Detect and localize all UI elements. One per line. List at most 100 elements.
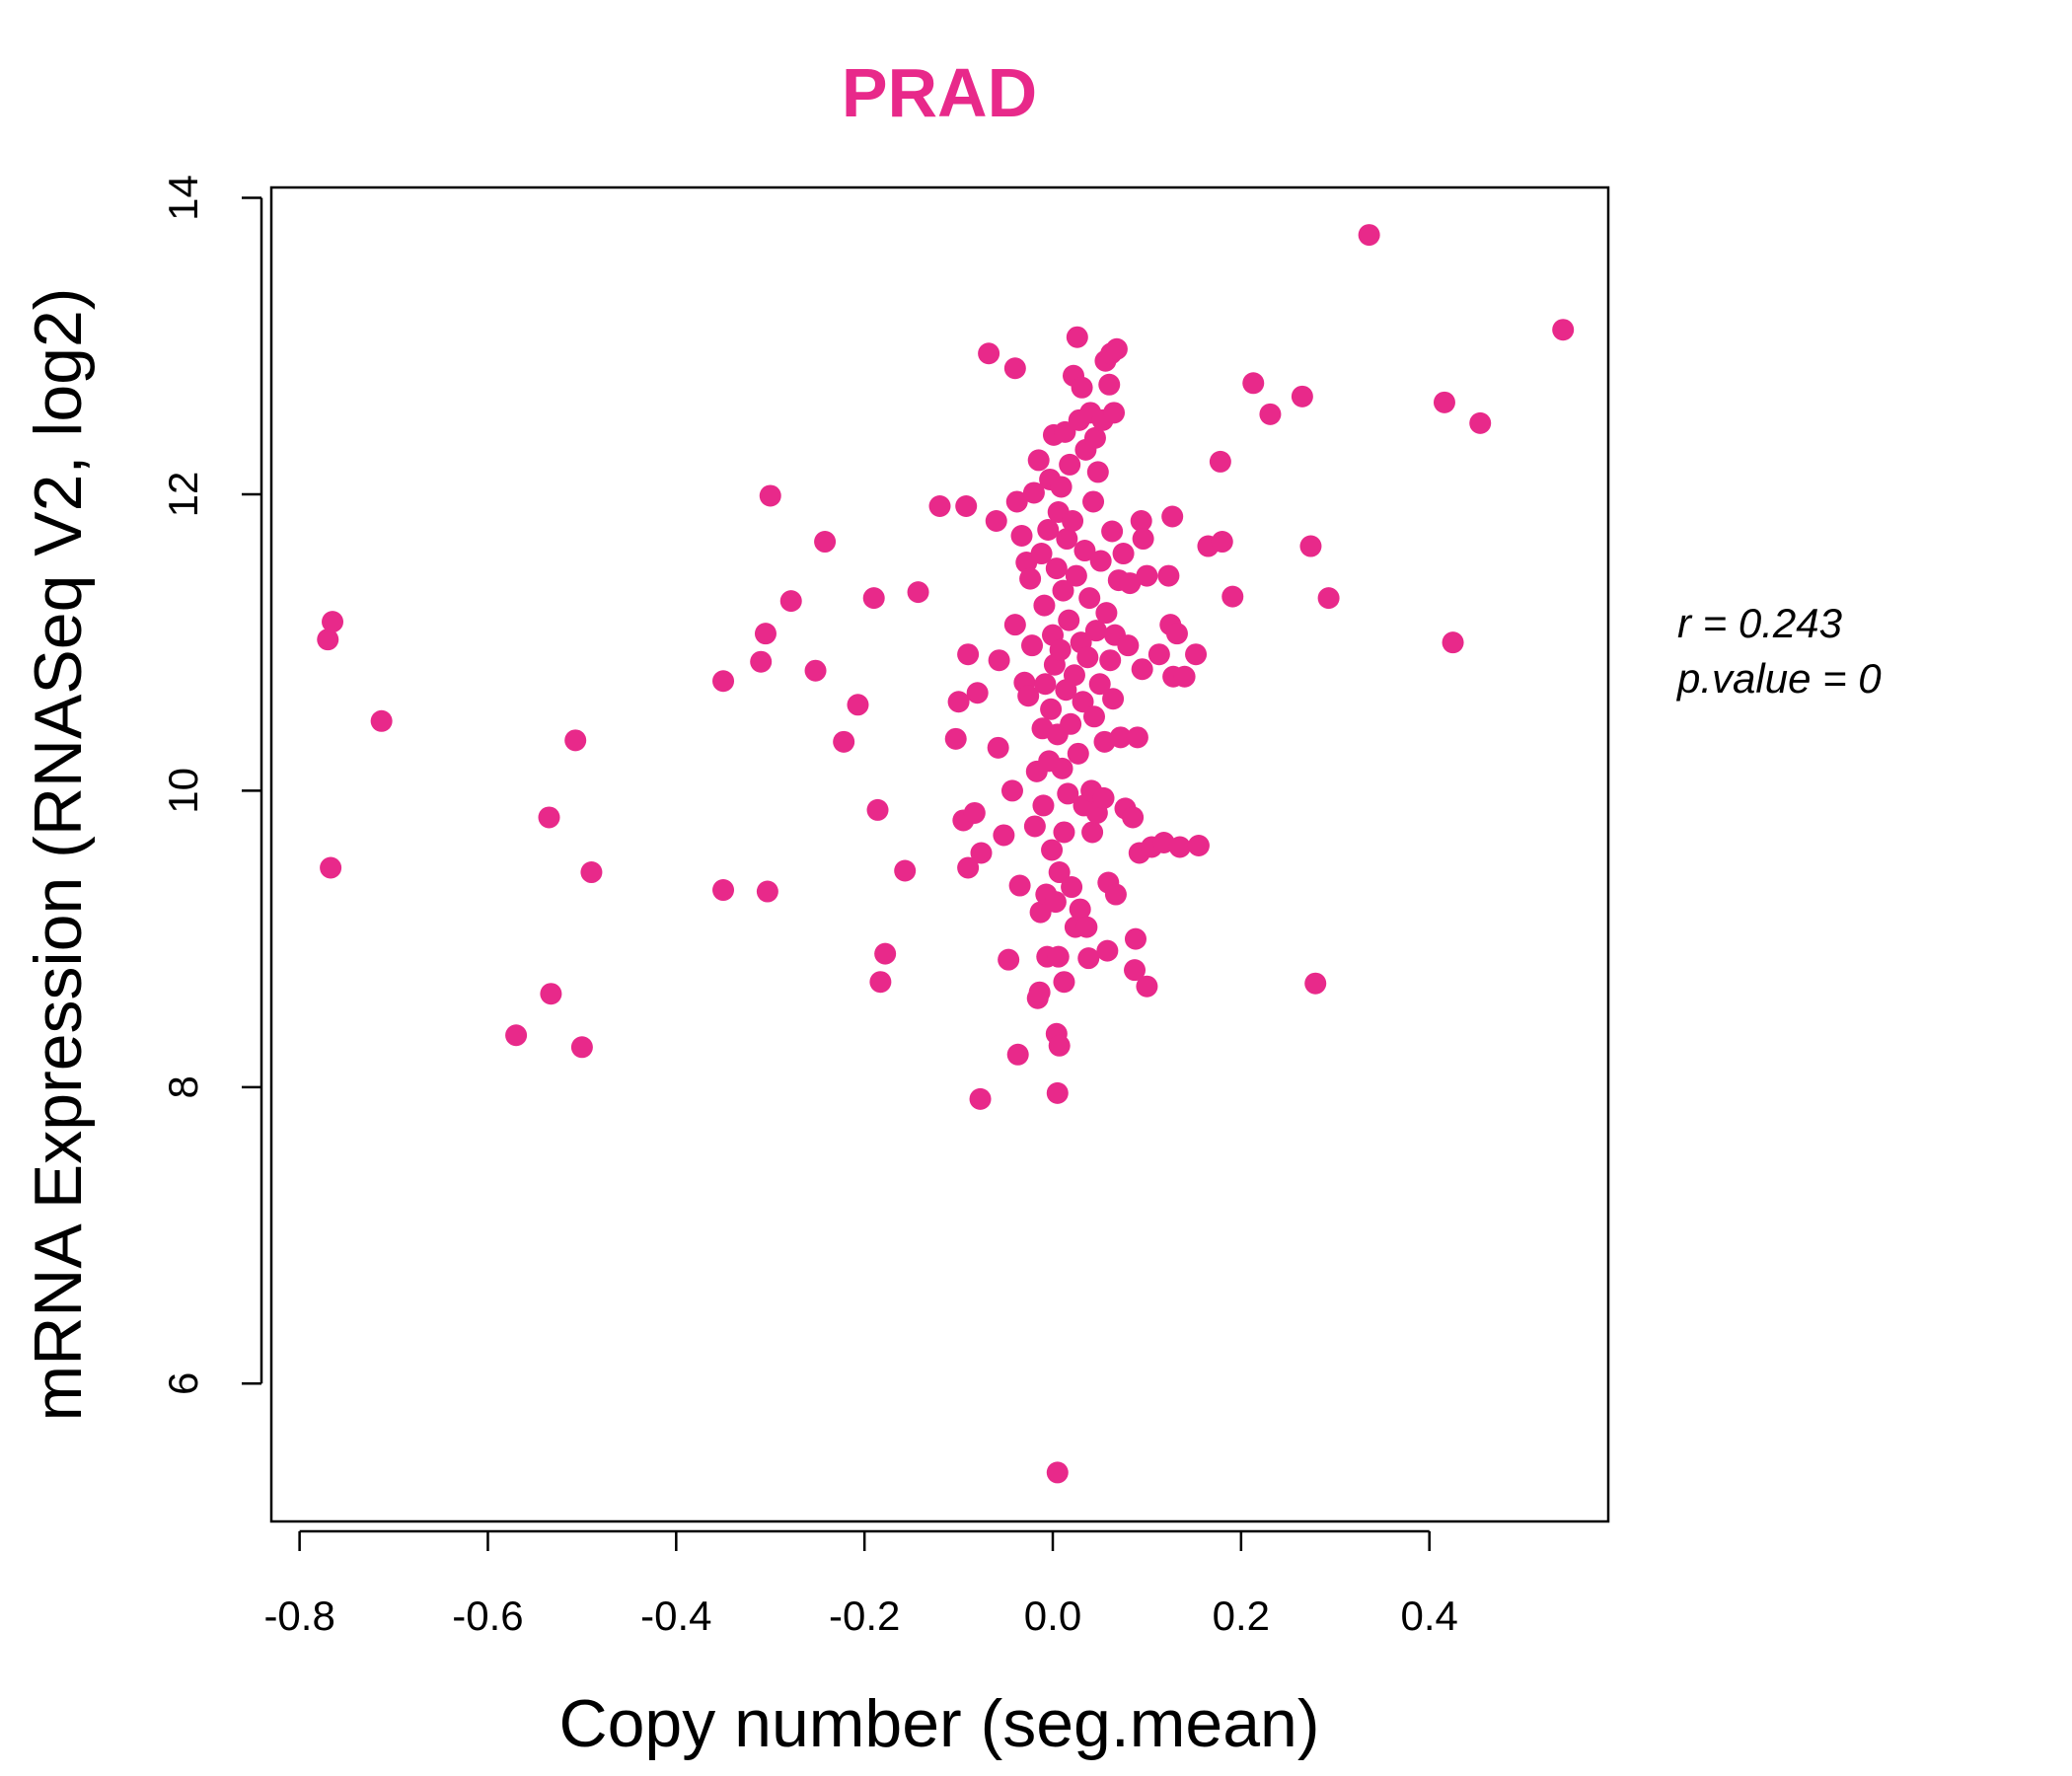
y-tick-label: 14: [160, 175, 206, 221]
data-point: [1081, 821, 1104, 844]
data-point: [955, 494, 978, 517]
data-point: [320, 856, 342, 879]
data-point: [907, 581, 929, 604]
data-point: [1211, 531, 1233, 554]
x-tick-label: -0.4: [640, 1592, 711, 1639]
data-point: [1433, 391, 1455, 413]
data-point: [370, 709, 393, 732]
data-point: [1096, 939, 1119, 962]
data-point: [1041, 839, 1064, 861]
data-point: [1056, 528, 1078, 551]
data-point: [1071, 376, 1093, 399]
data-point: [1147, 643, 1170, 666]
data-point: [987, 736, 1009, 759]
p-value-label: p.value = 0: [1675, 655, 1882, 702]
data-point: [1069, 898, 1091, 921]
data-point: [1124, 959, 1147, 982]
data-point: [985, 510, 1007, 532]
data-point: [894, 859, 917, 882]
data-point: [1089, 550, 1112, 572]
data-point: [847, 694, 869, 716]
data-point: [963, 801, 986, 824]
data-point: [957, 856, 980, 879]
data-point: [580, 861, 603, 884]
data-point: [1103, 402, 1126, 424]
data-point: [1075, 916, 1098, 938]
data-point: [1053, 821, 1075, 844]
data-point: [1037, 519, 1060, 542]
data-point: [1122, 806, 1145, 829]
data-point: [1124, 927, 1147, 950]
data-point: [1067, 742, 1089, 765]
data-point: [1165, 623, 1188, 645]
data-point: [1062, 510, 1084, 532]
data-point: [1005, 490, 1028, 513]
data-point: [1058, 609, 1080, 631]
data-point: [833, 730, 855, 753]
data-point: [540, 983, 562, 1005]
data-point: [1132, 528, 1154, 551]
data-point: [1469, 411, 1492, 434]
data-point: [1092, 786, 1115, 809]
x-tick-label: -0.2: [829, 1592, 900, 1639]
data-point: [1317, 587, 1340, 610]
data-point: [957, 643, 980, 666]
data-point: [1126, 726, 1148, 749]
x-tick-label: 0.4: [1401, 1592, 1458, 1639]
data-point: [1065, 564, 1087, 587]
x-tick-label: 0.2: [1213, 1592, 1270, 1639]
data-point: [1030, 543, 1053, 565]
y-axis: 6 8 10 12 14: [160, 175, 263, 1395]
data-point: [1209, 450, 1231, 473]
data-point: [1083, 426, 1106, 449]
x-axis: -0.8 -0.6 -0.4 -0.2 0.0 0.2 0.4: [263, 1529, 1458, 1639]
data-point: [1187, 834, 1210, 856]
data-point: [1057, 782, 1079, 805]
data-point: [1242, 372, 1265, 395]
data-point: [1008, 874, 1031, 897]
data-point: [1034, 673, 1057, 696]
data-point: [1291, 385, 1313, 407]
data-point: [1040, 698, 1063, 720]
y-tick-label: 6: [160, 1372, 206, 1395]
data-point: [1066, 326, 1088, 348]
chart-title: PRAD: [842, 54, 1037, 131]
data-point: [750, 650, 773, 673]
correlation-r-label: r = 0.243: [1677, 600, 1842, 646]
data-point: [993, 824, 1015, 847]
data-point: [1099, 649, 1122, 672]
data-point: [1095, 602, 1118, 625]
data-point: [505, 1024, 528, 1047]
data-point: [928, 494, 951, 517]
data-point: [1136, 564, 1158, 587]
data-point: [1117, 634, 1140, 657]
data-point: [759, 484, 781, 507]
data-point: [1059, 453, 1081, 476]
data-point: [1003, 614, 1026, 636]
data-point: [1084, 620, 1107, 642]
data-point: [1109, 726, 1132, 749]
data-point: [1048, 1034, 1071, 1057]
data-point: [754, 623, 777, 645]
data-point: [1050, 476, 1073, 498]
data-point: [814, 531, 837, 554]
data-point: [1044, 891, 1067, 914]
data-point: [988, 649, 1010, 672]
data-point: [1060, 712, 1082, 735]
data-point: [317, 629, 339, 651]
data-point: [1104, 883, 1127, 906]
data-point: [1078, 587, 1101, 610]
plot-area-frame: [269, 185, 1610, 1523]
data-point: [866, 798, 889, 821]
data-point: [1082, 490, 1105, 513]
data-point: [862, 587, 885, 610]
data-point: [756, 880, 778, 903]
data-point: [1136, 975, 1158, 998]
data-point: [1101, 520, 1124, 543]
data-point: [869, 971, 892, 994]
data-point: [1061, 876, 1083, 899]
data-point: [1102, 688, 1125, 710]
data-point: [1552, 319, 1575, 341]
data-point: [1161, 505, 1184, 528]
data-point: [712, 670, 735, 693]
